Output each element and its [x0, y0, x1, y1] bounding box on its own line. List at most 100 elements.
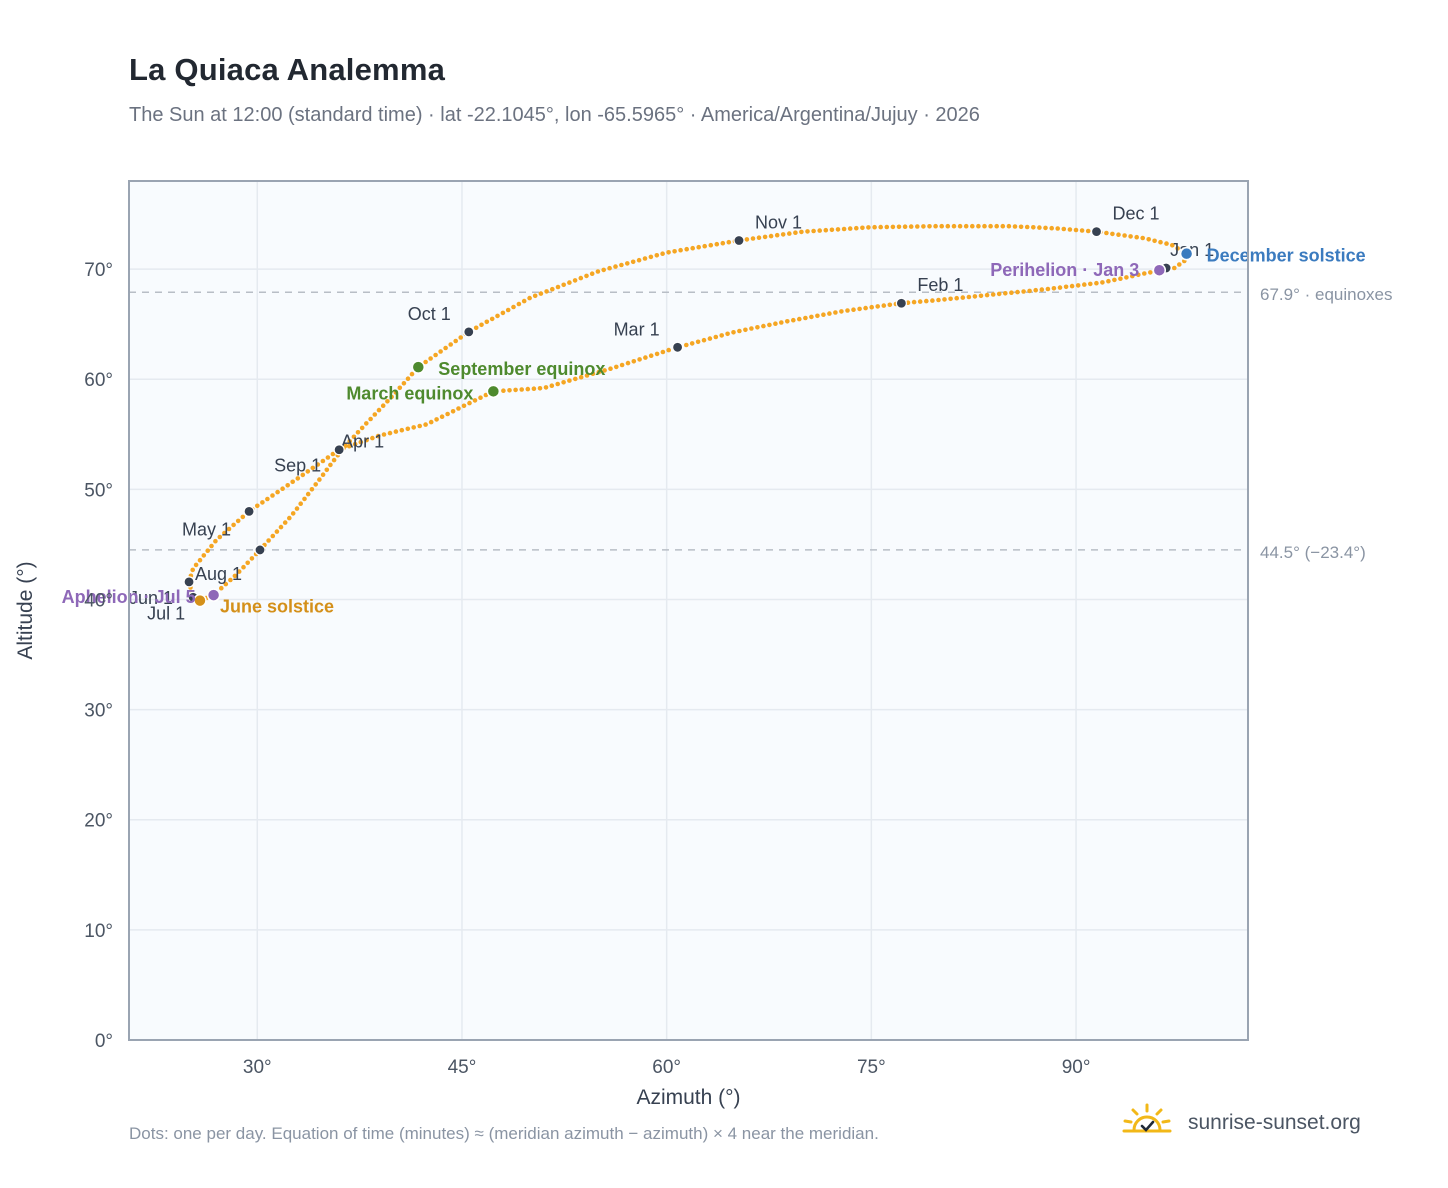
day-dot: [613, 264, 618, 269]
day-dot: [372, 412, 378, 417]
day-dot: [458, 335, 464, 340]
day-dot: [1122, 233, 1127, 238]
day-dot: [684, 342, 689, 348]
day-dot: [573, 376, 578, 382]
day-dot: [1055, 226, 1060, 231]
day-dot: [456, 406, 461, 411]
day-dot: [756, 235, 762, 240]
day-dot: [370, 435, 375, 441]
day-dot: [996, 291, 1002, 297]
day-dot: [821, 312, 826, 318]
y-tick-label: 40°: [84, 590, 113, 611]
day-dot: [1075, 283, 1081, 288]
month-marker: [243, 505, 255, 517]
day-dot: [701, 337, 707, 343]
day-dot: [1146, 237, 1151, 242]
day-dot: [375, 433, 381, 439]
day-dot: [1031, 225, 1036, 230]
day-dot: [567, 378, 572, 383]
day-dot: [397, 385, 403, 391]
day-dot: [902, 224, 908, 229]
day-dot: [737, 328, 742, 334]
day-dot: [265, 496, 270, 502]
day-dot: [793, 230, 798, 235]
day-dot: [478, 395, 483, 401]
day-dot: [352, 441, 358, 447]
x-tick-label: 45°: [448, 1057, 477, 1078]
day-dot: [295, 476, 301, 481]
day-dot: [815, 313, 820, 319]
day-dot: [1015, 289, 1020, 295]
y-tick-label: 30°: [84, 701, 113, 722]
day-dot: [1164, 241, 1169, 246]
day-dot: [750, 236, 756, 241]
day-dot: [1063, 284, 1069, 290]
month-marker: [1090, 226, 1103, 238]
day-dot: [355, 430, 361, 435]
day-dot: [872, 224, 877, 230]
day-dot: [280, 486, 285, 492]
day-dot: [608, 366, 613, 372]
day-dot: [847, 226, 853, 231]
day-dot: [936, 297, 941, 303]
day-dot: [260, 500, 265, 505]
day-dot: [274, 529, 280, 534]
month-label: Aug 1: [195, 564, 242, 584]
day-dot: [1136, 272, 1141, 278]
event-label: September equinox: [438, 359, 605, 379]
day-dot: [270, 493, 275, 498]
analemma-curve: [186, 223, 1189, 603]
day-dot: [1094, 280, 1099, 286]
day-dot: [1085, 228, 1091, 234]
day-dot: [543, 385, 549, 390]
day-dot: [411, 425, 417, 430]
day-dot: [572, 278, 578, 283]
y-tick-label: 20°: [84, 811, 113, 832]
brand[interactable]: sunrise-sunset.org: [1120, 1102, 1361, 1143]
day-dot: [428, 419, 434, 425]
day-dot: [654, 253, 660, 258]
day-dot: [1104, 230, 1109, 236]
day-dot: [637, 357, 642, 362]
day-dot: [364, 437, 369, 443]
day-dot: [1073, 227, 1079, 233]
day-dot: [774, 232, 780, 238]
event-marker: [206, 588, 221, 602]
day-dot: [619, 262, 624, 268]
day-dot: [1018, 224, 1024, 230]
day-dot: [690, 245, 695, 251]
day-dot: [197, 557, 203, 563]
day-dot: [561, 282, 566, 288]
day-dot: [324, 467, 330, 473]
day-dot: [450, 409, 456, 414]
day-dot: [1009, 290, 1014, 296]
day-dot: [854, 225, 859, 231]
event-marker: [411, 360, 426, 374]
day-dot: [325, 455, 331, 460]
day-dot: [358, 439, 364, 445]
day-dot: [666, 250, 671, 255]
day-dot: [625, 261, 630, 266]
day-dot: [1021, 289, 1026, 294]
day-dot: [978, 293, 984, 299]
day-dot: [1140, 235, 1145, 241]
day-dot: [409, 371, 415, 377]
day-dot: [1170, 243, 1175, 248]
event-label: June solstice: [220, 597, 334, 617]
day-dot: [797, 316, 802, 322]
event-marker: [1179, 246, 1194, 261]
day-dot: [1128, 234, 1133, 239]
day-dot: [878, 224, 883, 230]
day-dot: [278, 524, 284, 530]
day-dot: [708, 242, 714, 248]
footnote: Dots: one per day. Equation of time (min…: [129, 1124, 879, 1143]
day-dot: [584, 373, 590, 378]
event-marker: [1152, 263, 1167, 277]
day-dot: [602, 368, 607, 373]
y-tick-label: 70°: [84, 260, 113, 281]
day-dot: [875, 304, 880, 309]
day-dot: [222, 530, 227, 536]
day-dot: [213, 538, 218, 544]
day-dot: [839, 309, 844, 314]
day-dot: [625, 360, 631, 366]
